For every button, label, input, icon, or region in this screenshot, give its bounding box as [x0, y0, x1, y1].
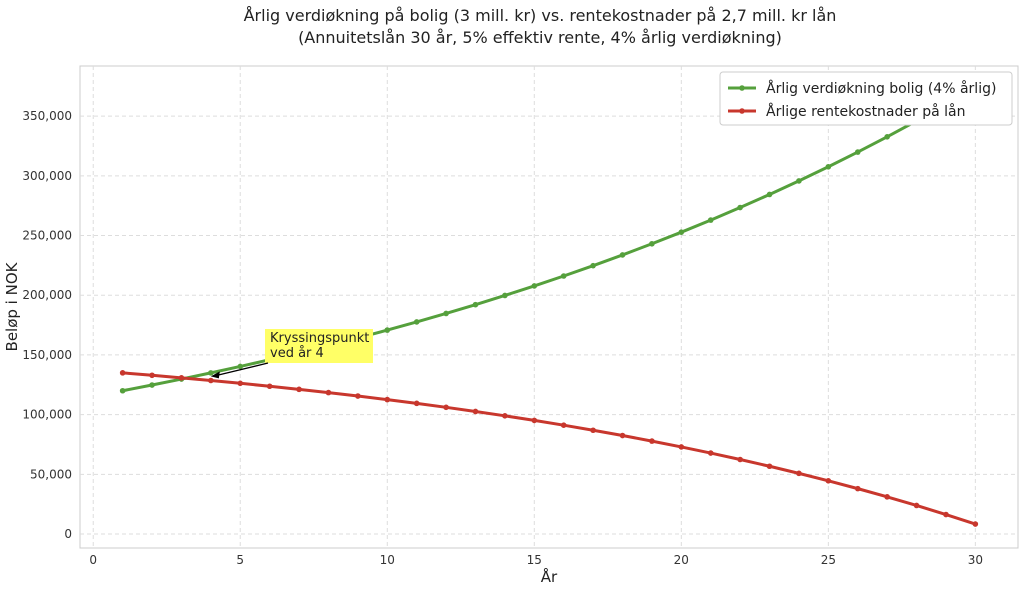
data-point [766, 463, 773, 470]
plot-area [79, 65, 1019, 549]
chart-subtitle: (Annuitetslån 30 år, 5% effektiv rente, … [298, 28, 782, 47]
legend-label: Årlig verdiøkning bolig (4% årlig) [766, 80, 996, 97]
x-tick-label: 20 [674, 553, 689, 567]
data-point [972, 521, 979, 527]
data-point [119, 387, 126, 394]
data-point [854, 485, 861, 492]
data-point [590, 262, 596, 269]
x-tick-label: 0 [89, 553, 97, 567]
data-point [619, 432, 626, 439]
annotation-text: Kryssingspunkt [270, 331, 369, 346]
data-point [208, 377, 214, 384]
data-point [443, 310, 449, 317]
y-tick-label: 100,000 [22, 408, 72, 422]
data-point [149, 382, 155, 388]
y-tick-label: 50,000 [30, 467, 72, 481]
data-point [325, 389, 332, 396]
data-point [796, 470, 802, 477]
data-point [707, 217, 714, 223]
data-point [502, 292, 508, 299]
data-point [649, 240, 655, 247]
series-line [122, 85, 977, 393]
chart-title: Årlig verdiøkning på bolig (3 mill. kr) … [244, 6, 837, 25]
y-tick-label: 150,000 [22, 348, 72, 362]
x-tick-label: 10 [380, 553, 395, 567]
data-point [649, 438, 655, 444]
data-point [355, 393, 361, 399]
legend-marker [739, 85, 745, 91]
data-point [884, 134, 890, 140]
grid [80, 66, 1018, 548]
data-point [560, 273, 567, 279]
data-point [502, 413, 508, 419]
legend-box [719, 71, 1013, 126]
data-point [678, 444, 685, 450]
data-point [237, 363, 244, 370]
data-point [149, 372, 155, 379]
annotation-text: ved år 4 [270, 346, 324, 361]
series-2 [119, 370, 979, 527]
series-line [122, 371, 976, 526]
data-point [825, 163, 832, 170]
data-point [384, 327, 391, 333]
data-point [531, 283, 538, 289]
annotation-box [265, 329, 373, 363]
data-point [678, 229, 685, 235]
data-point [413, 319, 420, 325]
x-axis-label: År [541, 567, 558, 586]
y-tick-label: 300,000 [22, 169, 72, 183]
data-point [737, 456, 743, 463]
y-tick-label: 200,000 [22, 288, 72, 302]
data-point [178, 375, 185, 381]
arrow-head-icon [210, 371, 220, 379]
x-tick-label: 15 [527, 553, 542, 567]
data-point [472, 408, 479, 415]
y-ticks: 0 50,000 100,000 150,000 200,000 250,000 300,0… [22, 109, 72, 541]
data-point [943, 511, 949, 518]
annotation-arrow [216, 362, 269, 377]
data-point [296, 386, 302, 393]
x-tick-label: 25 [821, 553, 836, 567]
data-point [590, 427, 596, 434]
legend: Årlig verdiøkning bolig (4% årlig) Årlige… [719, 71, 1013, 126]
x-ticks: 0 5 10 15 20 25 30 [89, 553, 983, 567]
data-point [825, 478, 832, 484]
data-point [737, 204, 743, 211]
data-point [884, 494, 890, 500]
legend-marker [739, 108, 745, 114]
x-tick-label: 5 [236, 553, 244, 567]
data-point [443, 404, 449, 411]
data-point [266, 383, 273, 390]
data-point [766, 191, 773, 198]
y-tick-label: 350,000 [22, 109, 72, 123]
y-tick-label: 250,000 [22, 229, 72, 243]
x-tick-label: 30 [968, 553, 983, 567]
data-point [796, 178, 802, 184]
data-point [208, 370, 214, 376]
data-point [413, 400, 420, 407]
data-point [707, 450, 714, 456]
y-axis-label: Beløp i NOK [3, 261, 21, 351]
data-point [384, 396, 391, 403]
data-point [531, 417, 538, 424]
legend-label: Årlige rentekostnader på lån [766, 103, 965, 120]
data-point [913, 502, 920, 509]
data-point [854, 149, 861, 155]
data-point [619, 252, 626, 258]
data-point [472, 301, 479, 308]
data-point [237, 380, 244, 387]
y-tick-label: 0 [64, 527, 72, 541]
data-point [560, 422, 567, 428]
data-point [119, 370, 126, 376]
